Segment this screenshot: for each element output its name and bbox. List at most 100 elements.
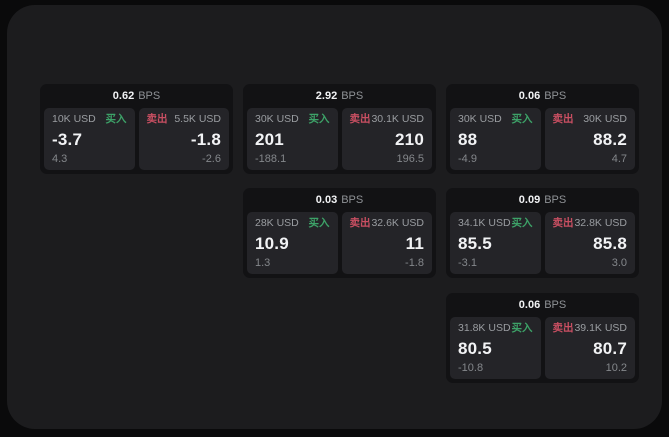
card-header: 0.03 BPS [247,188,432,212]
buy-price: 85.5 [458,234,492,254]
buy-panel-top: 28K USD 买入 [255,217,330,230]
buy-size: 28K USD [255,217,299,229]
bps-unit-label: BPS [544,193,567,206]
bps-value: 0.09 [518,193,541,206]
sell-price: 80.7 [593,339,627,359]
sell-price: 210 [395,130,424,150]
buy-panel[interactable]: 31.8K USD 买入 80.5 -10.8 [450,317,541,379]
sell-size: 39.1K USD [574,322,627,334]
sell-delta: 196.5 [396,152,424,165]
sell-panel[interactable]: 卖出 32.8K USD 85.8 3.0 [544,212,635,274]
buy-side-label: 买入 [105,113,127,125]
sell-delta: 4.7 [611,152,627,165]
bps-value: 0.62 [112,89,135,102]
quote-panels: 10K USD 买入 -3.7 4.3 卖出 5.5K USD -1.8 -2.… [44,108,229,170]
buy-delta: -188.1 [255,152,287,165]
sell-price: 88.2 [593,130,627,150]
card-header: 0.06 BPS [450,293,635,317]
sell-panel-top: 卖出 32.6K USD [349,217,425,230]
buy-panel[interactable]: 28K USD 买入 10.9 1.3 [247,212,338,274]
buy-panel[interactable]: 30K USD 买入 201 -188.1 [247,108,338,170]
buy-panel[interactable]: 34.1K USD 买入 85.5 -3.1 [450,212,541,274]
sell-side-label: 卖出 [146,113,168,125]
sell-side-label: 卖出 [349,217,371,229]
buy-price: 10.9 [255,234,289,254]
bps-unit-label: BPS [341,193,364,206]
sell-delta: 3.0 [611,256,627,269]
bps-unit-label: BPS [544,89,567,102]
sell-panel[interactable]: 卖出 30K USD 88.2 4.7 [544,108,635,170]
buy-panel-top: 31.8K USD 买入 [458,322,533,335]
card-header: 0.06 BPS [450,84,635,108]
sell-side-label: 卖出 [552,322,574,334]
sell-size: 5.5K USD [174,113,221,125]
bps-unit-label: BPS [341,89,364,102]
buy-panel-top: 30K USD 买入 [458,113,533,126]
quote-card: 2.92 BPS 30K USD 买入 201 -188.1 卖出 30.1K … [243,84,436,174]
buy-panel[interactable]: 30K USD 买入 88 -4.9 [450,108,541,170]
quote-panels: 30K USD 买入 88 -4.9 卖出 30K USD 88.2 4.7 [450,108,635,170]
sell-delta: -2.6 [202,152,221,165]
buy-delta: 4.3 [52,152,68,165]
buy-side-label: 买入 [511,217,533,229]
quote-card: 0.06 BPS 31.8K USD 买入 80.5 -10.8 卖出 39.1… [446,293,639,383]
buy-price: -3.7 [52,130,83,150]
bps-value: 0.03 [315,193,338,206]
main-panel: 0.62 BPS 10K USD 买入 -3.7 4.3 卖出 5.5K USD… [7,5,662,429]
sell-panel-top: 卖出 39.1K USD [552,322,628,335]
sell-size: 32.8K USD [574,217,627,229]
sell-side-label: 卖出 [552,113,574,125]
buy-size: 31.8K USD [458,322,511,334]
sell-side-label: 卖出 [552,217,574,229]
buy-panel-top: 30K USD 买入 [255,113,330,126]
sell-delta: -1.8 [405,256,424,269]
buy-price: 201 [255,130,284,150]
buy-price: 88 [458,130,478,150]
quote-card: 0.06 BPS 30K USD 买入 88 -4.9 卖出 30K USD 8… [446,84,639,174]
sell-panel-top: 卖出 30.1K USD [349,113,425,126]
buy-delta: -4.9 [458,152,477,165]
quote-panels: 30K USD 买入 201 -188.1 卖出 30.1K USD 210 1… [247,108,432,170]
card-header: 0.09 BPS [450,188,635,212]
sell-panel[interactable]: 卖出 39.1K USD 80.7 10.2 [544,317,635,379]
sell-side-label: 卖出 [349,113,371,125]
sell-size: 32.6K USD [371,217,424,229]
buy-size: 30K USD [458,113,502,125]
bps-unit-label: BPS [138,89,161,102]
quote-panels: 34.1K USD 买入 85.5 -3.1 卖出 32.8K USD 85.8… [450,212,635,274]
sell-panel[interactable]: 卖出 32.6K USD 11 -1.8 [341,212,432,274]
buy-size: 34.1K USD [458,217,511,229]
buy-delta: -10.8 [458,361,484,374]
quote-card: 0.09 BPS 34.1K USD 买入 85.5 -3.1 卖出 32.8K… [446,188,639,278]
quote-panels: 31.8K USD 买入 80.5 -10.8 卖出 39.1K USD 80.… [450,317,635,379]
sell-panel-top: 卖出 30K USD [552,113,628,126]
buy-size: 10K USD [52,113,96,125]
buy-price: 80.5 [458,339,492,359]
buy-side-label: 买入 [308,217,330,229]
buy-side-label: 买入 [308,113,330,125]
sell-size: 30.1K USD [371,113,424,125]
sell-delta: 10.2 [605,361,627,374]
bps-value: 0.06 [518,89,541,102]
sell-panel[interactable]: 卖出 30.1K USD 210 196.5 [341,108,432,170]
buy-delta: -3.1 [458,256,477,269]
buy-size: 30K USD [255,113,299,125]
sell-size: 30K USD [583,113,627,125]
buy-side-label: 买入 [511,322,533,334]
sell-price: 85.8 [593,234,627,254]
sell-panel-top: 卖出 32.8K USD [552,217,628,230]
buy-panel[interactable]: 10K USD 买入 -3.7 4.3 [44,108,135,170]
sell-price: -1.8 [190,130,221,150]
sell-panel[interactable]: 卖出 5.5K USD -1.8 -2.6 [138,108,229,170]
card-header: 0.62 BPS [44,84,229,108]
buy-panel-top: 10K USD 买入 [52,113,127,126]
sell-price: 11 [405,234,424,254]
buy-panel-top: 34.1K USD 买入 [458,217,533,230]
bps-value: 0.06 [518,298,541,311]
bps-value: 2.92 [315,89,338,102]
bps-unit-label: BPS [544,298,567,311]
card-header: 2.92 BPS [247,84,432,108]
buy-side-label: 买入 [511,113,533,125]
quote-card: 0.03 BPS 28K USD 买入 10.9 1.3 卖出 32.6K US… [243,188,436,278]
buy-delta: 1.3 [255,256,271,269]
